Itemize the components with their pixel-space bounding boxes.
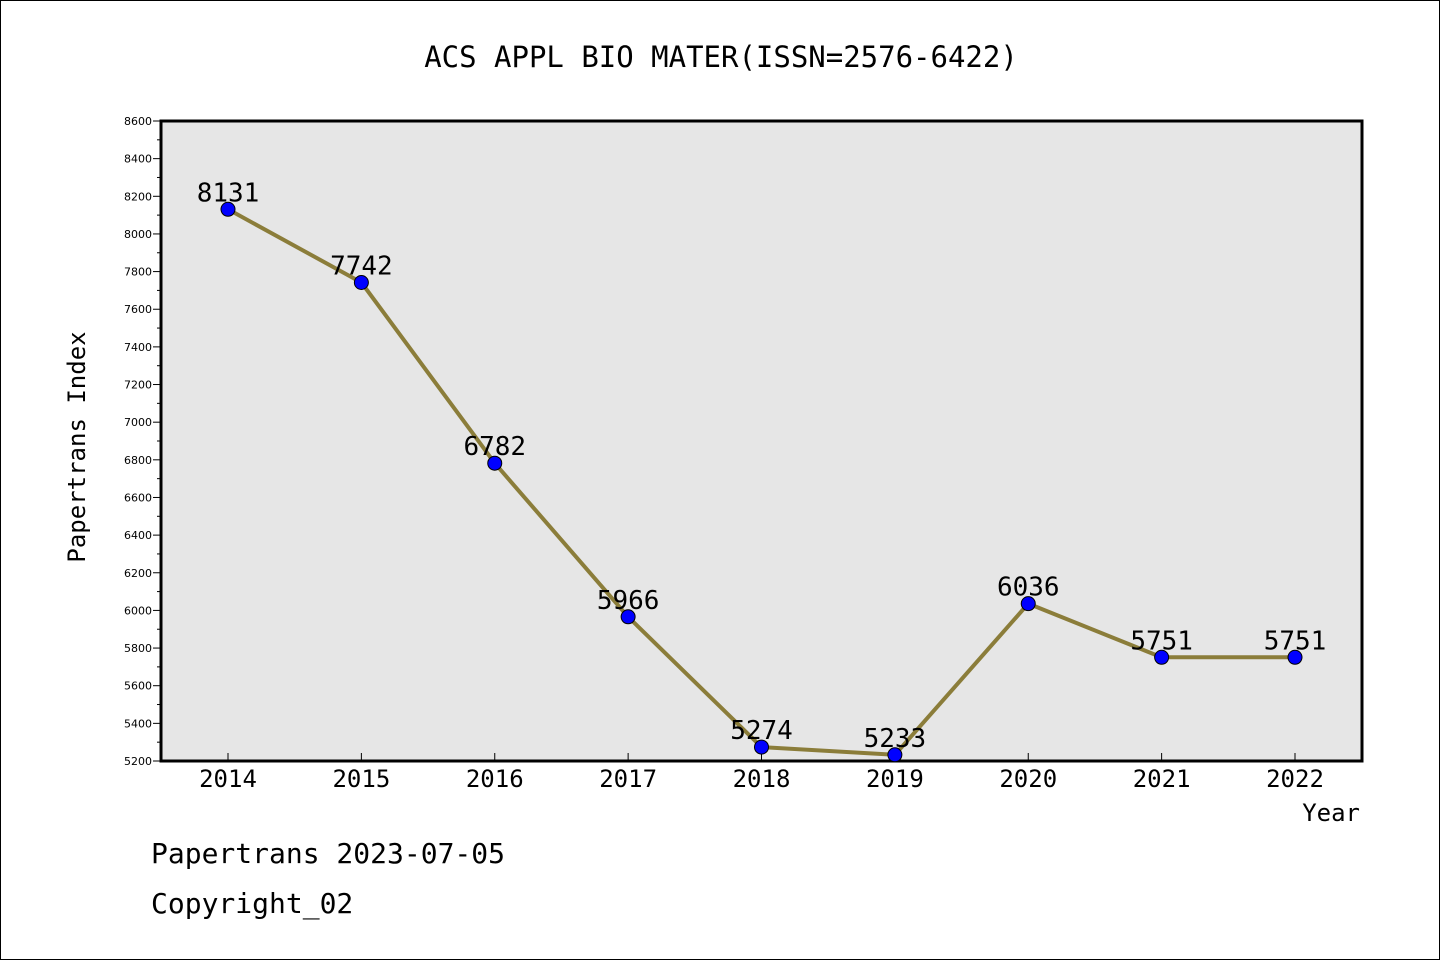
y-tick-label: 6400 — [124, 529, 152, 542]
footer-date-line: Papertrans 2023-07-05 — [151, 837, 506, 870]
x-tick-label: 2019 — [866, 765, 924, 793]
x-tick-label: 2018 — [733, 765, 791, 793]
y-tick-label: 6200 — [124, 567, 152, 580]
y-tick-label: 8000 — [124, 228, 152, 241]
data-point — [220, 201, 236, 217]
chart-title: ACS APPL BIO MATER(ISSN=2576-6422) — [424, 40, 1018, 74]
y-tick-label: 7000 — [124, 416, 152, 429]
x-axis-title: Year — [1302, 799, 1360, 827]
x-tick-label: 2022 — [1266, 765, 1324, 793]
data-label: 5274 — [730, 716, 793, 746]
data-label: 8131 — [197, 178, 260, 208]
y-tick-label: 6800 — [124, 454, 152, 467]
y-axis: 5200 5400 5600 5800 6000 6200 6400 6600 6800 7000… — [124, 115, 161, 768]
x-tick-label: 2016 — [466, 765, 524, 793]
y-axis-title: Papertrans Index — [63, 331, 91, 562]
y-tick-label: 7600 — [124, 303, 152, 316]
data-label: 5751 — [1264, 626, 1327, 656]
data-point — [1287, 649, 1303, 665]
series-layer — [220, 201, 1303, 763]
x-tick-label: 2017 — [599, 765, 657, 793]
data-point — [353, 275, 369, 291]
y-tick-label: 8200 — [124, 190, 152, 203]
data-point — [487, 455, 503, 471]
data-label: 6036 — [997, 573, 1060, 603]
plot-area — [159, 119, 1364, 763]
x-axis: 2014 2015 2016 2017 2018 2019 2020 2021 2022 — [199, 753, 1324, 793]
footer-copyright-line: Copyright_02 — [151, 887, 354, 920]
data-point — [620, 609, 636, 625]
data-labels-layer: 8131 7742 6782 5966 5274 5233 6036 5751 5751 — [197, 178, 1327, 754]
data-point — [1020, 596, 1036, 612]
data-label: 6782 — [463, 432, 526, 462]
data-point — [887, 747, 903, 763]
y-tick-label: 6000 — [124, 604, 152, 617]
y-tick-label: 7200 — [124, 379, 152, 392]
y-tick-label: 5200 — [124, 755, 152, 768]
y-tick-label: 5600 — [124, 680, 152, 693]
x-tick-label: 2015 — [332, 765, 390, 793]
data-point — [1154, 649, 1170, 665]
x-tick-label: 2021 — [1133, 765, 1191, 793]
data-label: 5966 — [597, 586, 660, 616]
x-tick-label: 2020 — [999, 765, 1057, 793]
data-label: 5233 — [864, 724, 927, 754]
data-label: 7742 — [330, 252, 393, 282]
y-tick-label: 5400 — [124, 717, 152, 730]
y-tick-label: 7800 — [124, 266, 152, 279]
y-tick-label: 8600 — [124, 115, 152, 128]
data-point — [754, 739, 769, 755]
y-tick-label: 6600 — [124, 491, 152, 504]
y-tick-label: 5800 — [124, 642, 152, 655]
x-tick-label: 2014 — [199, 765, 257, 793]
data-label: 5751 — [1130, 626, 1193, 656]
y-tick-label: 8400 — [124, 153, 152, 166]
y-tick-label: 7400 — [124, 341, 152, 354]
